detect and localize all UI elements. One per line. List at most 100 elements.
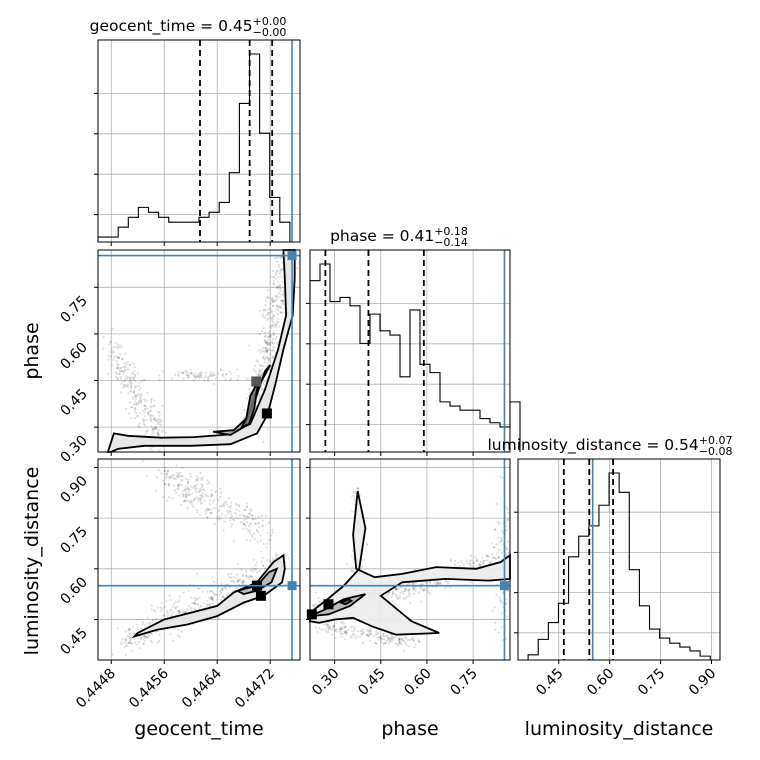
scatter-point xyxy=(219,517,222,520)
scatter-point xyxy=(245,573,248,577)
scatter-point xyxy=(244,524,247,527)
scatter-point xyxy=(340,621,343,624)
scatter-point xyxy=(169,609,172,612)
scatter-point xyxy=(264,331,267,334)
scatter-point xyxy=(367,630,370,633)
scatter-point xyxy=(505,590,508,593)
scatter-point xyxy=(132,376,135,379)
scatter-point xyxy=(134,641,137,644)
scatter-point xyxy=(123,362,126,365)
scatter-point xyxy=(117,364,120,367)
scatter-point xyxy=(221,503,224,506)
scatter-point xyxy=(143,408,147,411)
scatter-point xyxy=(127,412,131,415)
scatter-point xyxy=(200,374,203,377)
scatter-point xyxy=(138,422,141,425)
scatter-point xyxy=(224,587,227,590)
scatter-point xyxy=(263,335,266,338)
scatter-point xyxy=(269,559,272,562)
scatter-point xyxy=(478,563,481,566)
scatter-point xyxy=(325,622,328,626)
scatter-point xyxy=(386,593,390,596)
scatter-point xyxy=(143,415,146,418)
scatter-point xyxy=(411,586,414,589)
scatter-point xyxy=(395,588,399,591)
scatter-point xyxy=(245,505,249,508)
scatter-point xyxy=(343,630,346,633)
scatter-point xyxy=(374,641,377,645)
scatter-point xyxy=(437,582,440,586)
scatter-point xyxy=(408,582,411,585)
scatter-point xyxy=(119,353,122,356)
scatter-point xyxy=(255,359,258,362)
scatter-point xyxy=(506,547,509,550)
scatter-point xyxy=(193,486,196,490)
scatter-point xyxy=(245,515,249,518)
scatter-point xyxy=(506,540,510,543)
scatter-point xyxy=(221,512,224,516)
scatter-point xyxy=(177,609,180,613)
scatter-point xyxy=(243,581,246,584)
scatter-point xyxy=(282,294,285,297)
scatter-point xyxy=(276,260,279,263)
scatter-point xyxy=(119,375,122,378)
scatter-point xyxy=(117,357,120,360)
scatter-point xyxy=(335,621,338,625)
scatter-point xyxy=(254,522,257,525)
scatter-point xyxy=(199,494,202,497)
scatter-point xyxy=(200,605,203,608)
scatter-point xyxy=(462,563,465,566)
scatter-point xyxy=(137,400,140,403)
scatter-point xyxy=(245,505,248,508)
scatter-point xyxy=(253,578,256,581)
scatter-point xyxy=(228,379,231,382)
scatter-point xyxy=(223,504,226,507)
scatter-point xyxy=(116,367,119,370)
scatter-point xyxy=(158,418,161,421)
scatter-point xyxy=(208,511,212,514)
scatter-point xyxy=(266,318,269,321)
scatter-point xyxy=(362,631,365,635)
scatter-point xyxy=(139,638,142,641)
scatter-point xyxy=(326,631,330,634)
scatter-point xyxy=(344,631,347,634)
scatter-point xyxy=(138,425,141,429)
scatter-point xyxy=(124,637,127,641)
scatter-point xyxy=(230,501,233,504)
scatter-point xyxy=(332,624,335,628)
scatter-point xyxy=(255,529,258,533)
scatter-point xyxy=(149,415,152,418)
scatter-point xyxy=(398,638,401,641)
scatter-point xyxy=(258,372,261,376)
scatter-point xyxy=(124,369,127,372)
scatter-point xyxy=(505,506,508,509)
scatter-point xyxy=(133,366,136,369)
scatter-point xyxy=(175,491,178,494)
scatter-point xyxy=(278,305,281,308)
scatter-point xyxy=(154,427,157,430)
scatter-point xyxy=(399,640,402,644)
scatter-point xyxy=(128,363,131,367)
scatter-point xyxy=(153,417,157,420)
scatter-point xyxy=(153,419,156,422)
scatter-point xyxy=(259,370,262,373)
scatter-point xyxy=(267,539,271,542)
scatter-point xyxy=(107,358,110,361)
scatter-point xyxy=(255,528,259,531)
scatter-point xyxy=(186,506,189,510)
scatter-point xyxy=(318,627,321,630)
scatter-point xyxy=(507,551,510,554)
scatter-point xyxy=(351,632,354,636)
scatter-point xyxy=(365,543,368,546)
scatter-point xyxy=(204,605,207,608)
scatter-point xyxy=(257,371,260,374)
scatter-point xyxy=(263,339,267,342)
scatter-point xyxy=(127,368,130,371)
contour-line xyxy=(131,553,286,639)
scatter-point xyxy=(138,646,141,650)
scatter-point xyxy=(136,628,139,631)
scatter-point xyxy=(123,383,126,386)
scatter-point xyxy=(129,379,132,382)
scatter-point xyxy=(271,315,274,318)
scatter-point xyxy=(390,640,393,644)
